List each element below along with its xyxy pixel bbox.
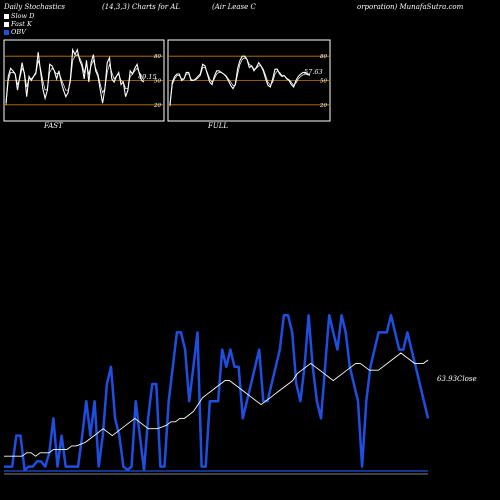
legend-item-obv: OBV <box>4 28 34 36</box>
tick-label: 20 <box>153 103 161 109</box>
fast-panel: 80 50 20 49.15 <box>3 39 165 122</box>
chart-params: (14,3,3) Charts for AL <box>102 3 181 11</box>
fast-panel-label: FAST <box>44 122 63 130</box>
full-panel-label: FULL <box>208 122 229 130</box>
series-line <box>169 57 311 107</box>
series-line <box>5 47 145 104</box>
legend: Slow D Fast K OBV <box>4 12 34 36</box>
company-name-part1: (Air Lease C <box>212 3 256 11</box>
obv-series-line <box>4 313 430 472</box>
company-name-part2: orporation) MunafaSutra.com <box>357 3 464 11</box>
legend-swatch <box>4 21 9 27</box>
full-panel: 80 50 20 57.63 <box>167 39 331 122</box>
obv-close-label: 63.93Close <box>437 375 477 383</box>
tick-label: 80 <box>154 54 161 60</box>
legend-item-slow-d: Slow D <box>4 12 34 20</box>
legend-item-fast-k: Fast K <box>4 20 34 28</box>
legend-swatch <box>4 13 9 19</box>
tick-label: 50 <box>320 79 327 85</box>
close-series-line <box>4 352 429 457</box>
chart-title: Daily Stochastics <box>4 3 66 11</box>
series-line <box>5 54 145 105</box>
legend-swatch <box>4 29 9 35</box>
obv-panel: 63.93Close <box>4 313 477 475</box>
legend-label: Slow D <box>11 12 35 20</box>
last-value-label: 57.63 <box>304 68 323 76</box>
tick-label: 50 <box>154 79 161 85</box>
tick-label: 80 <box>320 54 327 60</box>
legend-label: OBV <box>11 28 26 36</box>
tick-label: 20 <box>319 103 327 109</box>
last-value-label: 49.15 <box>137 73 157 81</box>
legend-label: Fast K <box>11 20 32 28</box>
